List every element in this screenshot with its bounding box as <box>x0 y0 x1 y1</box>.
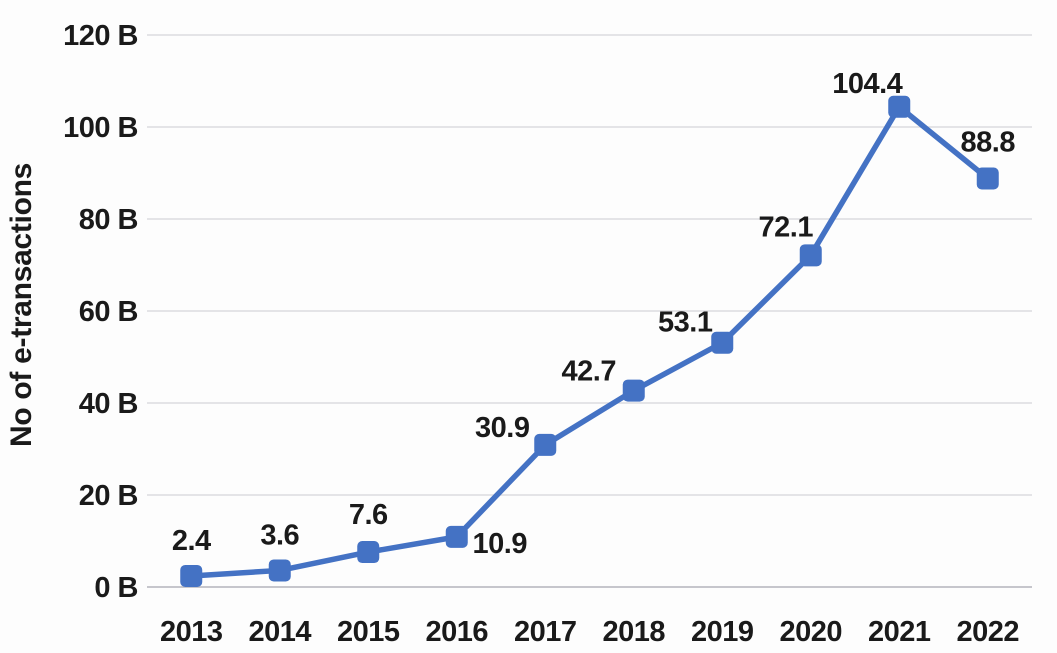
data-point-marker <box>534 433 557 456</box>
x-tick-label: 2014 <box>248 616 311 648</box>
data-point-marker <box>445 525 468 548</box>
x-tick-label: 2020 <box>779 616 842 648</box>
x-tick-label: 2019 <box>691 616 754 648</box>
data-point-label: 88.8 <box>961 127 1016 159</box>
x-tick-label: 2022 <box>956 616 1019 648</box>
x-tick-label: 2018 <box>602 616 665 648</box>
data-point-marker <box>976 167 999 190</box>
data-point-marker <box>888 95 911 118</box>
data-point-marker <box>711 331 734 354</box>
data-point-label: 72.1 <box>759 211 814 243</box>
data-point-labels: 2.4 3.6 7.6 10.9 30.9 42.7 53.1 72.1 104.4 88.8 <box>172 68 1016 560</box>
data-point-marker <box>357 541 380 564</box>
data-point-marker <box>622 379 645 402</box>
x-tick-label: 2015 <box>337 616 400 648</box>
data-point-label: 2.4 <box>172 525 211 557</box>
data-series <box>180 95 999 587</box>
x-tick-label: 2013 <box>160 616 223 648</box>
series-line <box>188 104 991 579</box>
y-tick-label: 0 B <box>94 572 138 604</box>
data-point-marker <box>799 244 822 267</box>
data-point-label: 42.7 <box>562 356 616 388</box>
gridlines <box>147 34 1032 588</box>
y-tick-label: 20 B <box>79 480 138 512</box>
data-point-label: 53.1 <box>658 307 713 339</box>
data-point-label: 10.9 <box>473 528 528 560</box>
x-tick-label: 2021 <box>868 616 931 648</box>
y-tick-label: 120 B <box>63 20 138 52</box>
data-point-label: 30.9 <box>475 412 530 444</box>
data-point-label: 3.6 <box>260 519 299 551</box>
x-tick-label: 2017 <box>514 616 577 648</box>
y-tick-label: 100 B <box>63 112 138 144</box>
y-axis-tick-labels: 0 B 20 B 40 B 60 B 80 B 100 B 120 B <box>63 20 138 604</box>
y-tick-label: 40 B <box>79 388 138 420</box>
data-point-label: 7.6 <box>349 499 388 531</box>
x-axis-tick-labels: 2013 2014 2015 2016 2017 2018 2019 2020 2021 2022 <box>160 616 1020 648</box>
data-point-marker <box>268 559 291 582</box>
data-point-label: 104.4 <box>832 68 902 100</box>
y-axis-title: No of e-transactions <box>5 163 38 447</box>
y-tick-label: 80 B <box>79 204 138 236</box>
x-tick-label: 2016 <box>425 616 488 648</box>
y-tick-label: 60 B <box>79 296 138 328</box>
data-point-marker <box>180 564 203 587</box>
